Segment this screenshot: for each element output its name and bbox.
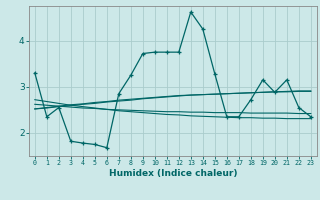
X-axis label: Humidex (Indice chaleur): Humidex (Indice chaleur) xyxy=(108,169,237,178)
